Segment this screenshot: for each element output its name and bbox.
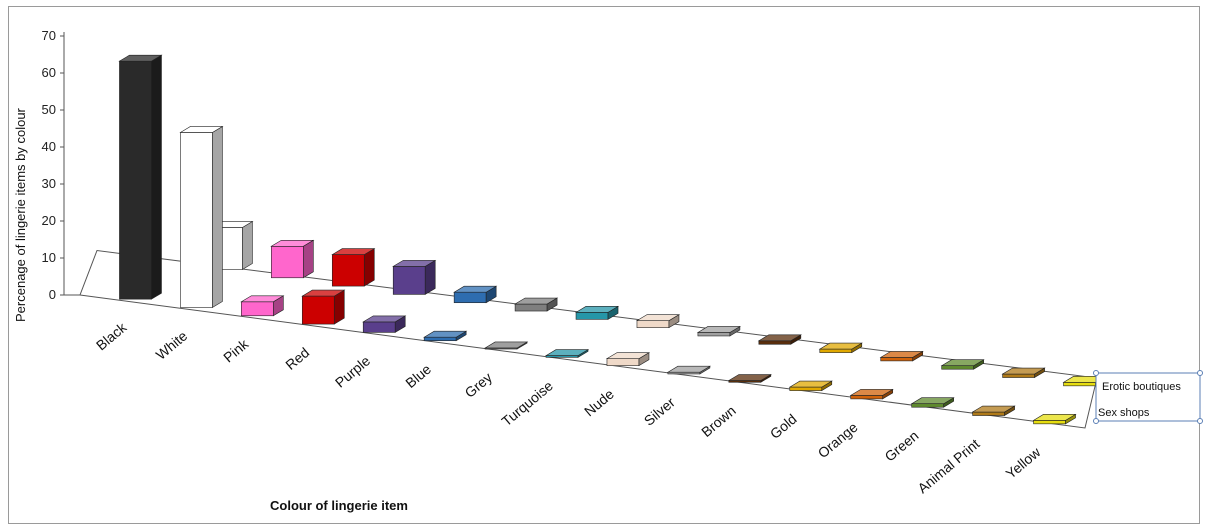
legend[interactable]: Erotic boutiques Sex shops [1093,370,1203,424]
y-tick-label: 0 [49,287,56,302]
category-label: Green [881,427,921,464]
y-tick-label: 60 [42,65,56,80]
y-tick-label: 10 [42,250,56,265]
bar-front-nude [605,352,651,367]
bar-back-gold [818,342,863,354]
category-label: Nude [581,386,617,420]
legend-handle[interactable] [1093,418,1099,424]
category-label: Turquoise [498,377,556,429]
category-label: White [153,327,191,362]
bar-back-brown [757,334,802,345]
category-label: Silver [641,394,678,429]
bar-back-orange [879,350,924,362]
y-tick-label: 70 [42,28,56,43]
bar-front-white [179,125,224,308]
category-label: Red [282,344,312,373]
category-label: Purple [332,352,373,390]
bar-back-pink [270,239,315,279]
bar-back-purple [392,259,437,295]
legend-handle[interactable] [1093,370,1099,376]
bar-back-silver [696,325,741,337]
x-axis-title: Colour of lingerie item [270,498,408,513]
y-tick-label: 20 [42,213,56,228]
legend-entry: Erotic boutiques [1102,381,1181,393]
bar-front-turquoise [544,349,590,358]
y-tick-label: 50 [42,102,56,117]
y-tick-label: 30 [42,176,56,191]
y-axis-title: Percenage of lingerie items by colour [13,107,28,322]
bars [118,54,1107,425]
category-label: Grey [461,369,495,401]
bar-front-blue [423,330,468,342]
x-axis-labels: Black White Pink Red Purple Blue Grey Turquoise… [93,319,1044,497]
category-label: Brown [698,402,739,440]
category-label: Pink [220,335,252,365]
category-label: Orange [815,419,861,461]
bar-front-grey [484,341,529,350]
bar-back-red [331,248,376,287]
bar-front-green [910,397,955,408]
category-label: Blue [402,361,434,391]
bar-front-animal-print [971,405,1016,417]
y-tick-label: 40 [42,139,56,154]
category-label: Yellow [1003,443,1045,482]
category-label: Black [93,319,130,354]
category-label: Gold [767,411,800,442]
bar-front-red [301,289,346,325]
legend-entry: Sex shops [1098,407,1150,419]
bar-back-grey [514,297,559,312]
bar-back-green [940,359,985,370]
bar-back-nude [635,314,681,329]
bar-front-yellow [1032,413,1077,425]
bar-front-pink [240,295,285,317]
y-axis: 0 10 20 30 40 50 60 70 [42,28,80,302]
category-label: Animal Print [914,436,982,497]
bar-back-animal-print [1001,367,1046,379]
bar-front-orange [849,388,894,400]
bar-front-silver [666,365,711,375]
bar-front-brown [727,374,772,383]
bar-front-black [118,54,163,300]
legend-handle[interactable] [1197,418,1203,424]
bar-back-turquoise [574,305,620,320]
legend-box [1095,372,1201,422]
bar-front-purple [362,315,407,333]
bar-back-blue [453,285,498,304]
bar-front-gold [788,380,833,392]
legend-handle[interactable] [1197,370,1203,376]
